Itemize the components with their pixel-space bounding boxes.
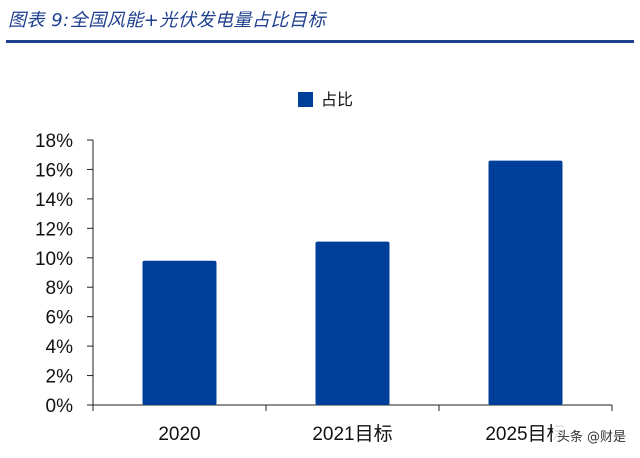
y-tick-label: 2% bbox=[46, 367, 74, 388]
legend: 占比 bbox=[298, 90, 353, 109]
bars bbox=[142, 160, 563, 405]
figure-title: 图表 9:全国风能+光伏发电量占比目标 bbox=[8, 10, 326, 31]
x-tick-label: 2020 bbox=[158, 424, 200, 445]
watermark: 头条 @财是 bbox=[552, 425, 630, 446]
bar bbox=[488, 160, 563, 405]
y-axis: 0% 2% 4% 6% 8% 10% 12% 14% 16% 18% bbox=[35, 131, 94, 417]
legend-swatch bbox=[298, 92, 313, 107]
y-tick-label: 16% bbox=[35, 160, 73, 181]
bar bbox=[142, 260, 217, 405]
y-tick-label: 0% bbox=[46, 396, 74, 417]
bar bbox=[315, 241, 390, 405]
y-tick-label: 10% bbox=[35, 249, 73, 270]
x-tick-label: 2021目标 bbox=[312, 423, 392, 445]
x-axis: 2020 2021目标 2025目标 bbox=[92, 404, 613, 445]
y-tick-label: 12% bbox=[35, 219, 73, 240]
y-tick-label: 6% bbox=[46, 308, 74, 329]
y-tick-label: 14% bbox=[35, 190, 73, 211]
legend-label: 占比 bbox=[321, 90, 353, 109]
y-tick-label: 4% bbox=[46, 337, 74, 358]
title-rule bbox=[6, 40, 634, 43]
y-tick-label: 18% bbox=[35, 131, 73, 152]
x-tick-label: 2025目标 bbox=[485, 423, 565, 445]
y-tick-label: 8% bbox=[46, 278, 74, 299]
